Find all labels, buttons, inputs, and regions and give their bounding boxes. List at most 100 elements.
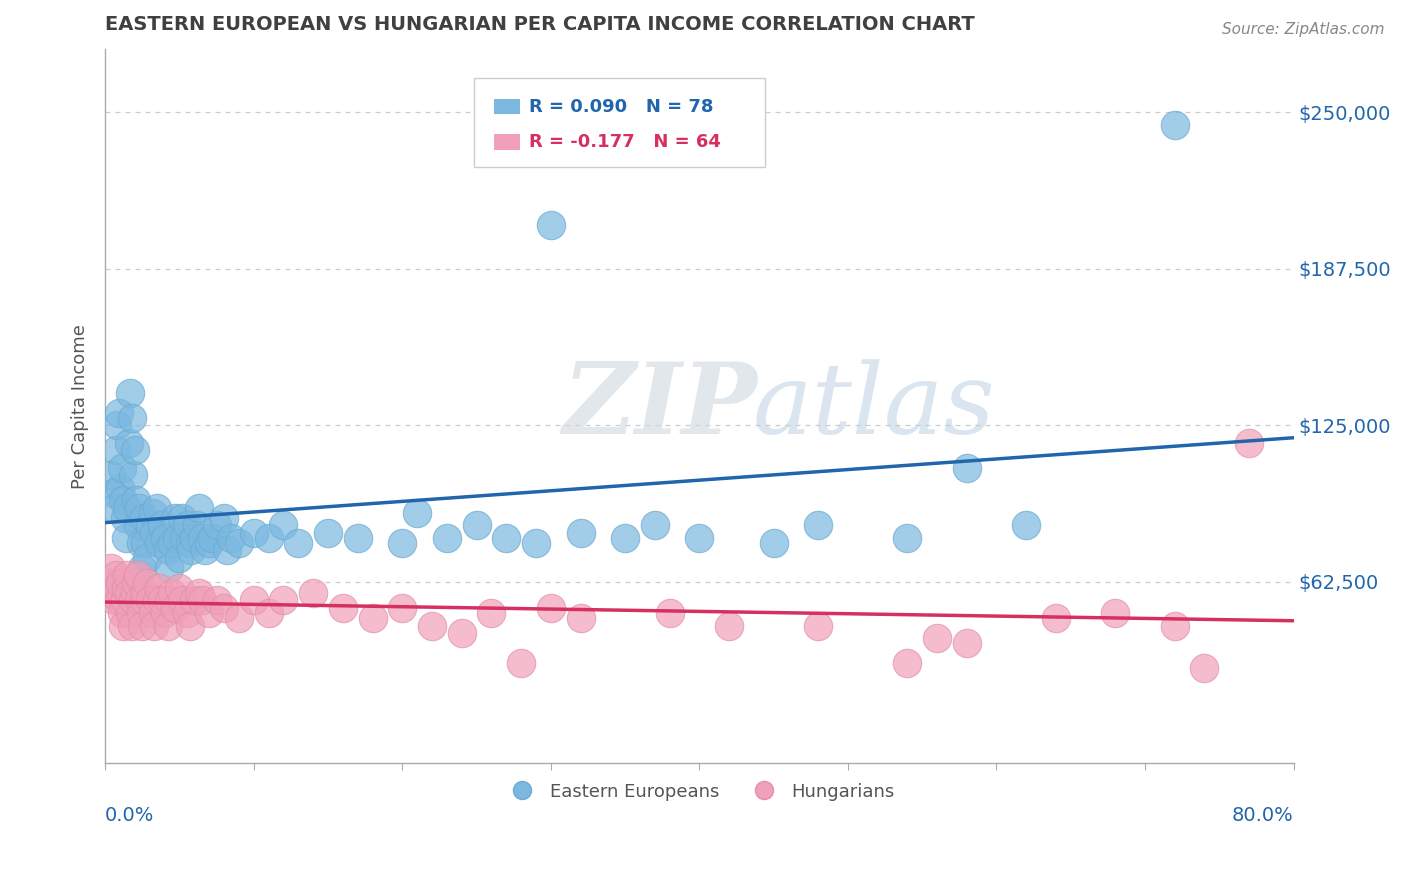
Bar [494,135,520,150]
Point [183,593,205,607]
Point [124,443,146,458]
Point [153,606,176,620]
Point [112,493,135,508]
Point [212,601,235,615]
Point [125,576,148,591]
Point [194,543,217,558]
Point [108,576,131,591]
Point [127,518,149,533]
Point [134,586,156,600]
Point [481,606,503,620]
Point [201,531,224,545]
Point [302,586,325,600]
Point [121,410,143,425]
Point [242,593,264,607]
Point [465,518,488,533]
Point [115,531,138,545]
Point [205,593,228,607]
Point [180,543,202,558]
Point [153,531,176,545]
Point [956,636,979,650]
Point [100,561,122,575]
Point [540,218,562,232]
Point [163,601,186,615]
Point [807,618,830,632]
Point [198,606,221,620]
Point [406,506,429,520]
Point [450,626,472,640]
Point [143,618,166,632]
Point [122,593,145,607]
Point [166,531,188,545]
Point [332,601,354,615]
Point [1104,606,1126,620]
Point [183,531,205,545]
Point [391,601,413,615]
Point [142,506,165,520]
Point [115,581,138,595]
Point [173,531,195,545]
Point [118,435,141,450]
Point [121,618,143,632]
Point [156,543,179,558]
Point [718,618,741,632]
Point [148,581,170,595]
Point [107,406,129,420]
Point [658,606,681,620]
Point [762,536,785,550]
Point [110,460,132,475]
Point [132,511,155,525]
Point [187,500,209,515]
Point [495,531,517,545]
Point [101,485,124,500]
Point [131,618,153,632]
Point [179,618,201,632]
FancyBboxPatch shape [474,78,765,167]
Point [172,593,194,607]
Point [163,511,186,525]
Point [807,518,830,533]
Text: R = 0.090   N = 78: R = 0.090 N = 78 [530,97,714,116]
Point [146,593,169,607]
Point [157,561,180,575]
Point [257,606,280,620]
Point [142,606,165,620]
Point [156,618,179,632]
Point [125,493,148,508]
Point [108,481,131,495]
Point [316,525,339,540]
Point [191,531,214,545]
Point [614,531,637,545]
Text: 80.0%: 80.0% [1232,806,1294,825]
Point [103,500,125,515]
Point [956,460,979,475]
Point [540,601,562,615]
Point [101,576,124,591]
Point [1194,661,1216,675]
Point [112,618,135,632]
Point [1015,518,1038,533]
Point [925,631,948,645]
Point [896,531,918,545]
Point [122,468,145,483]
Point [129,606,152,620]
Point [228,611,250,625]
Point [129,536,152,550]
Point [191,593,214,607]
Point [103,593,125,607]
Point [157,593,180,607]
Point [179,536,201,550]
Point [124,586,146,600]
Point [198,536,221,550]
Y-axis label: Per Capita Income: Per Capita Income [72,324,89,489]
Point [132,593,155,607]
Point [120,606,142,620]
Point [257,531,280,545]
Text: Source: ZipAtlas.com: Source: ZipAtlas.com [1222,22,1385,37]
Point [176,518,198,533]
Point [176,606,198,620]
Point [160,536,183,550]
Point [1237,435,1260,450]
Point [273,593,295,607]
Point [139,593,162,607]
